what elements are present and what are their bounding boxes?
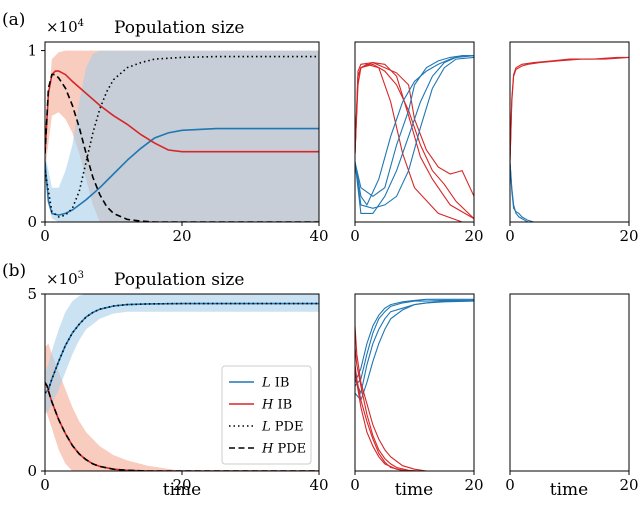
series-line-b-main-2	[45, 302, 319, 394]
x-tick-label-a-main-0: 0	[40, 227, 50, 245]
panel-a-fast-runs: 0 20	[505, 41, 639, 245]
series-line-b-mid-2	[355, 299, 474, 402]
axes-frame-b-right	[509, 293, 630, 472]
panel-b-sample-runs: 0 20	[350, 293, 484, 494]
series-line-a-mid-3	[355, 62, 474, 220]
legend-label-3: H PDE	[261, 442, 306, 457]
series-line-a-main-1	[45, 70, 319, 154]
plot-title-b: Population size	[114, 270, 244, 290]
confidence-band-b-main-0	[45, 343, 319, 471]
axes-frame-b-mid	[354, 293, 475, 472]
panel-b-population: 0 20 40 0 5	[27, 285, 328, 494]
legend: L IB H IB L PDE H PDE	[221, 365, 312, 465]
panel-label-a: (a)	[2, 10, 25, 30]
xlabel-b-main: time	[163, 480, 201, 500]
series-line-a-main-3	[45, 73, 319, 222]
x-tick-label-a-right-20: 20	[619, 227, 638, 245]
series-line-a-right-3	[510, 161, 629, 222]
x-tick-label-b-mid-0: 0	[350, 476, 360, 494]
x-tick-label-b-main-40: 40	[309, 476, 328, 494]
plot-title-a: Population size	[114, 18, 244, 38]
legend-label-0: L IB	[261, 376, 289, 391]
series-line-b-main-3	[45, 382, 319, 471]
axes-frame-a-mid	[354, 41, 475, 223]
series-line-a-mid-2	[355, 62, 474, 197]
x-tick-label-b-main-20: 20	[172, 476, 191, 494]
series-line-a-mid-4	[355, 55, 474, 207]
series-line-a-main-2	[45, 55, 319, 218]
panel-a-sample-runs: 0 20	[350, 41, 484, 245]
legend-label-1: H IB	[261, 398, 292, 413]
confidence-band-b-main-1	[45, 294, 319, 415]
axes-frame-a-right	[509, 41, 630, 223]
series-line-a-main-0	[45, 127, 319, 216]
xlabel-b-right: time	[550, 480, 588, 500]
xlabel-b-mid: time	[395, 480, 433, 500]
x-tick-label-b-mid-20: 20	[464, 476, 483, 494]
x-tick-label-b-main-0: 0	[40, 476, 50, 494]
series-line-a-mid-0	[355, 63, 474, 222]
x-tick-label-b-right-20: 20	[619, 476, 638, 494]
x-tick-label-a-main-20: 20	[172, 227, 191, 245]
x-tick-label-b-right-0: 0	[505, 476, 515, 494]
y-tick-label-b-main-5: 5	[27, 285, 37, 303]
y-tick-label-b-main-0: 0	[27, 462, 37, 480]
legend-label-2: L PDE	[261, 420, 303, 435]
series-line-a-mid-7	[355, 55, 474, 197]
panel-b-empty: 0 20	[505, 293, 639, 494]
confidence-band-a-main-1	[45, 50, 319, 222]
series-line-b-mid-3	[355, 298, 474, 383]
series-line-a-mid-1	[355, 63, 474, 219]
panel-label-b: (b)	[2, 261, 26, 281]
series-line-b-mid-1	[355, 299, 474, 387]
series-line-a-mid-6	[355, 56, 474, 209]
x-tick-label-a-right-0: 0	[505, 227, 515, 245]
series-line-a-mid-5	[355, 55, 474, 214]
x-tick-label-a-mid-0: 0	[350, 227, 360, 245]
series-line-b-mid-0	[355, 300, 474, 395]
series-line-b-mid-7	[355, 364, 474, 471]
x-tick-label-a-main-40: 40	[309, 227, 328, 245]
multiplier-label-a: ×104	[46, 18, 84, 36]
series-line-a-right-1	[510, 56, 629, 163]
series-line-b-mid-6	[355, 371, 474, 471]
series-line-b-mid-4	[355, 325, 474, 471]
series-line-b-mid-5	[355, 347, 474, 471]
series-line-a-right-2	[510, 161, 629, 222]
y-tick-label-a-main-0: 0	[27, 213, 37, 231]
x-tick-label-a-mid-20: 20	[464, 227, 483, 245]
panel-a-population: 0 20 40 0 1	[27, 41, 329, 245]
series-line-a-right-0	[510, 56, 629, 163]
y-tick-label-a-main-1: 1	[27, 42, 37, 60]
multiplier-label-b: ×103	[46, 270, 84, 288]
legend-box	[221, 365, 312, 465]
